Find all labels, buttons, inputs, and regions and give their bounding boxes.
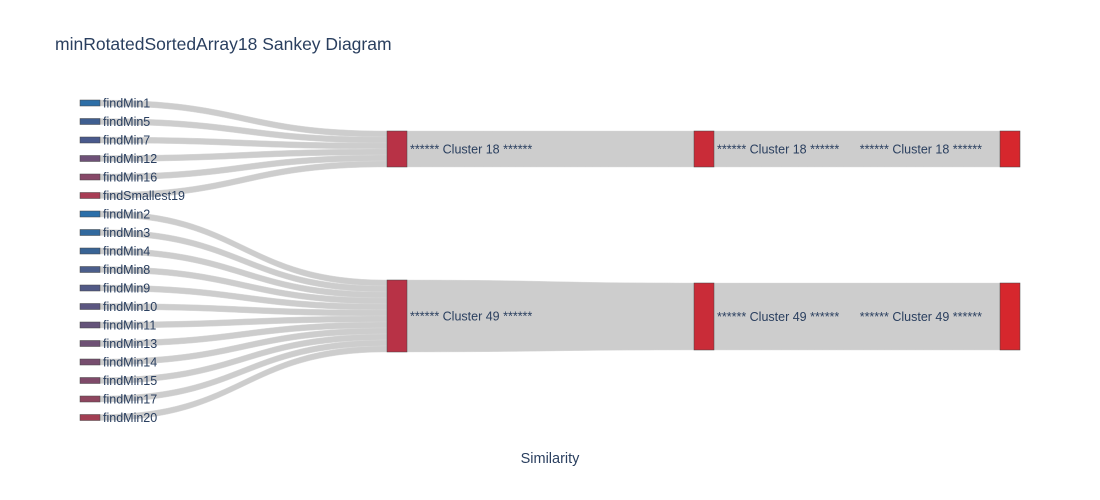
- sankey-node-label-findMin12: findMin12: [103, 152, 157, 166]
- sankey-node-findMin17[interactable]: [79, 395, 101, 403]
- sankey-node-label-findMin5: findMin5: [103, 115, 150, 129]
- sankey-node-findMin11[interactable]: [79, 321, 101, 329]
- sankey-node-label-findMin14: findMin14: [103, 356, 157, 370]
- sankey-node-findMin9[interactable]: [79, 284, 101, 292]
- sankey-nodes: [79, 99, 1021, 421]
- sankey-node-c18_b[interactable]: [693, 130, 715, 168]
- sankey-node-findMin4[interactable]: [79, 247, 101, 255]
- sankey-node-label-findMin1: findMin1: [103, 97, 150, 111]
- sankey-node-findMin15[interactable]: [79, 377, 101, 384]
- sankey-node-label-findSmallest19: findSmallest19: [103, 189, 185, 203]
- sankey-node-c49_a[interactable]: [386, 279, 408, 353]
- sankey-node-label-findMin20: findMin20: [103, 411, 157, 425]
- sankey-node-label-findMin4: findMin4: [103, 245, 150, 259]
- sankey-node-label-findMin7: findMin7: [103, 134, 150, 148]
- sankey-node-label-findMin10: findMin10: [103, 300, 157, 314]
- sankey-node-label-c49_c: ****** Cluster 49 ******: [860, 310, 982, 324]
- sankey-node-label-findMin17: findMin17: [103, 393, 157, 407]
- sankey-node-label-findMin11: findMin11: [103, 319, 156, 333]
- sankey-node-label-c49_b: ****** Cluster 49 ******: [717, 310, 839, 324]
- sankey-node-findMin5[interactable]: [79, 118, 101, 125]
- sankey-node-label-c18_b: ****** Cluster 18 ******: [717, 143, 839, 157]
- sankey-node-findMin7[interactable]: [79, 136, 101, 144]
- sankey-node-findMin1[interactable]: [79, 99, 101, 107]
- sankey-node-findSmallest19[interactable]: [79, 192, 101, 199]
- sankey-node-c18_a[interactable]: [386, 130, 408, 168]
- sankey-node-label-findMin16: findMin16: [103, 171, 157, 185]
- sankey-node-findMin13[interactable]: [79, 340, 101, 347]
- sankey-node-c49_b[interactable]: [693, 282, 715, 351]
- sankey-links: [99, 99, 1001, 421]
- sankey-node-label-c49_a: ****** Cluster 49 ******: [410, 310, 532, 324]
- sankey-node-findMin16[interactable]: [79, 173, 101, 181]
- x-axis-label: Similarity: [521, 451, 581, 467]
- sankey-node-c18_c[interactable]: [999, 130, 1021, 168]
- sankey-node-findMin10[interactable]: [79, 303, 101, 310]
- sankey-node-label-c18_a: ****** Cluster 18 ******: [410, 143, 532, 157]
- sankey-node-findMin2[interactable]: [79, 210, 101, 218]
- sankey-node-findMin3[interactable]: [79, 229, 101, 236]
- chart-title: minRotatedSortedArray18 Sankey Diagram: [55, 34, 392, 54]
- sankey-node-findMin12[interactable]: [79, 155, 101, 162]
- sankey-node-findMin14[interactable]: [79, 358, 101, 366]
- sankey-node-label-findMin9: findMin9: [103, 282, 150, 296]
- sankey-node-findMin8[interactable]: [79, 266, 101, 273]
- sankey-node-label-c18_c: ****** Cluster 18 ******: [860, 143, 982, 157]
- sankey-node-label-findMin3: findMin3: [103, 226, 150, 240]
- sankey-node-label-findMin13: findMin13: [103, 337, 157, 351]
- sankey-node-findMin20[interactable]: [79, 414, 101, 421]
- sankey-node-label-findMin8: findMin8: [103, 263, 150, 277]
- sankey-labels: findMin1 findMin5 findMin7 findMin12 findMin…: [103, 97, 982, 426]
- sankey-node-label-findMin15: findMin15: [103, 374, 157, 388]
- sankey-node-c49_c[interactable]: [999, 282, 1021, 351]
- sankey-node-label-findMin2: findMin2: [103, 208, 150, 222]
